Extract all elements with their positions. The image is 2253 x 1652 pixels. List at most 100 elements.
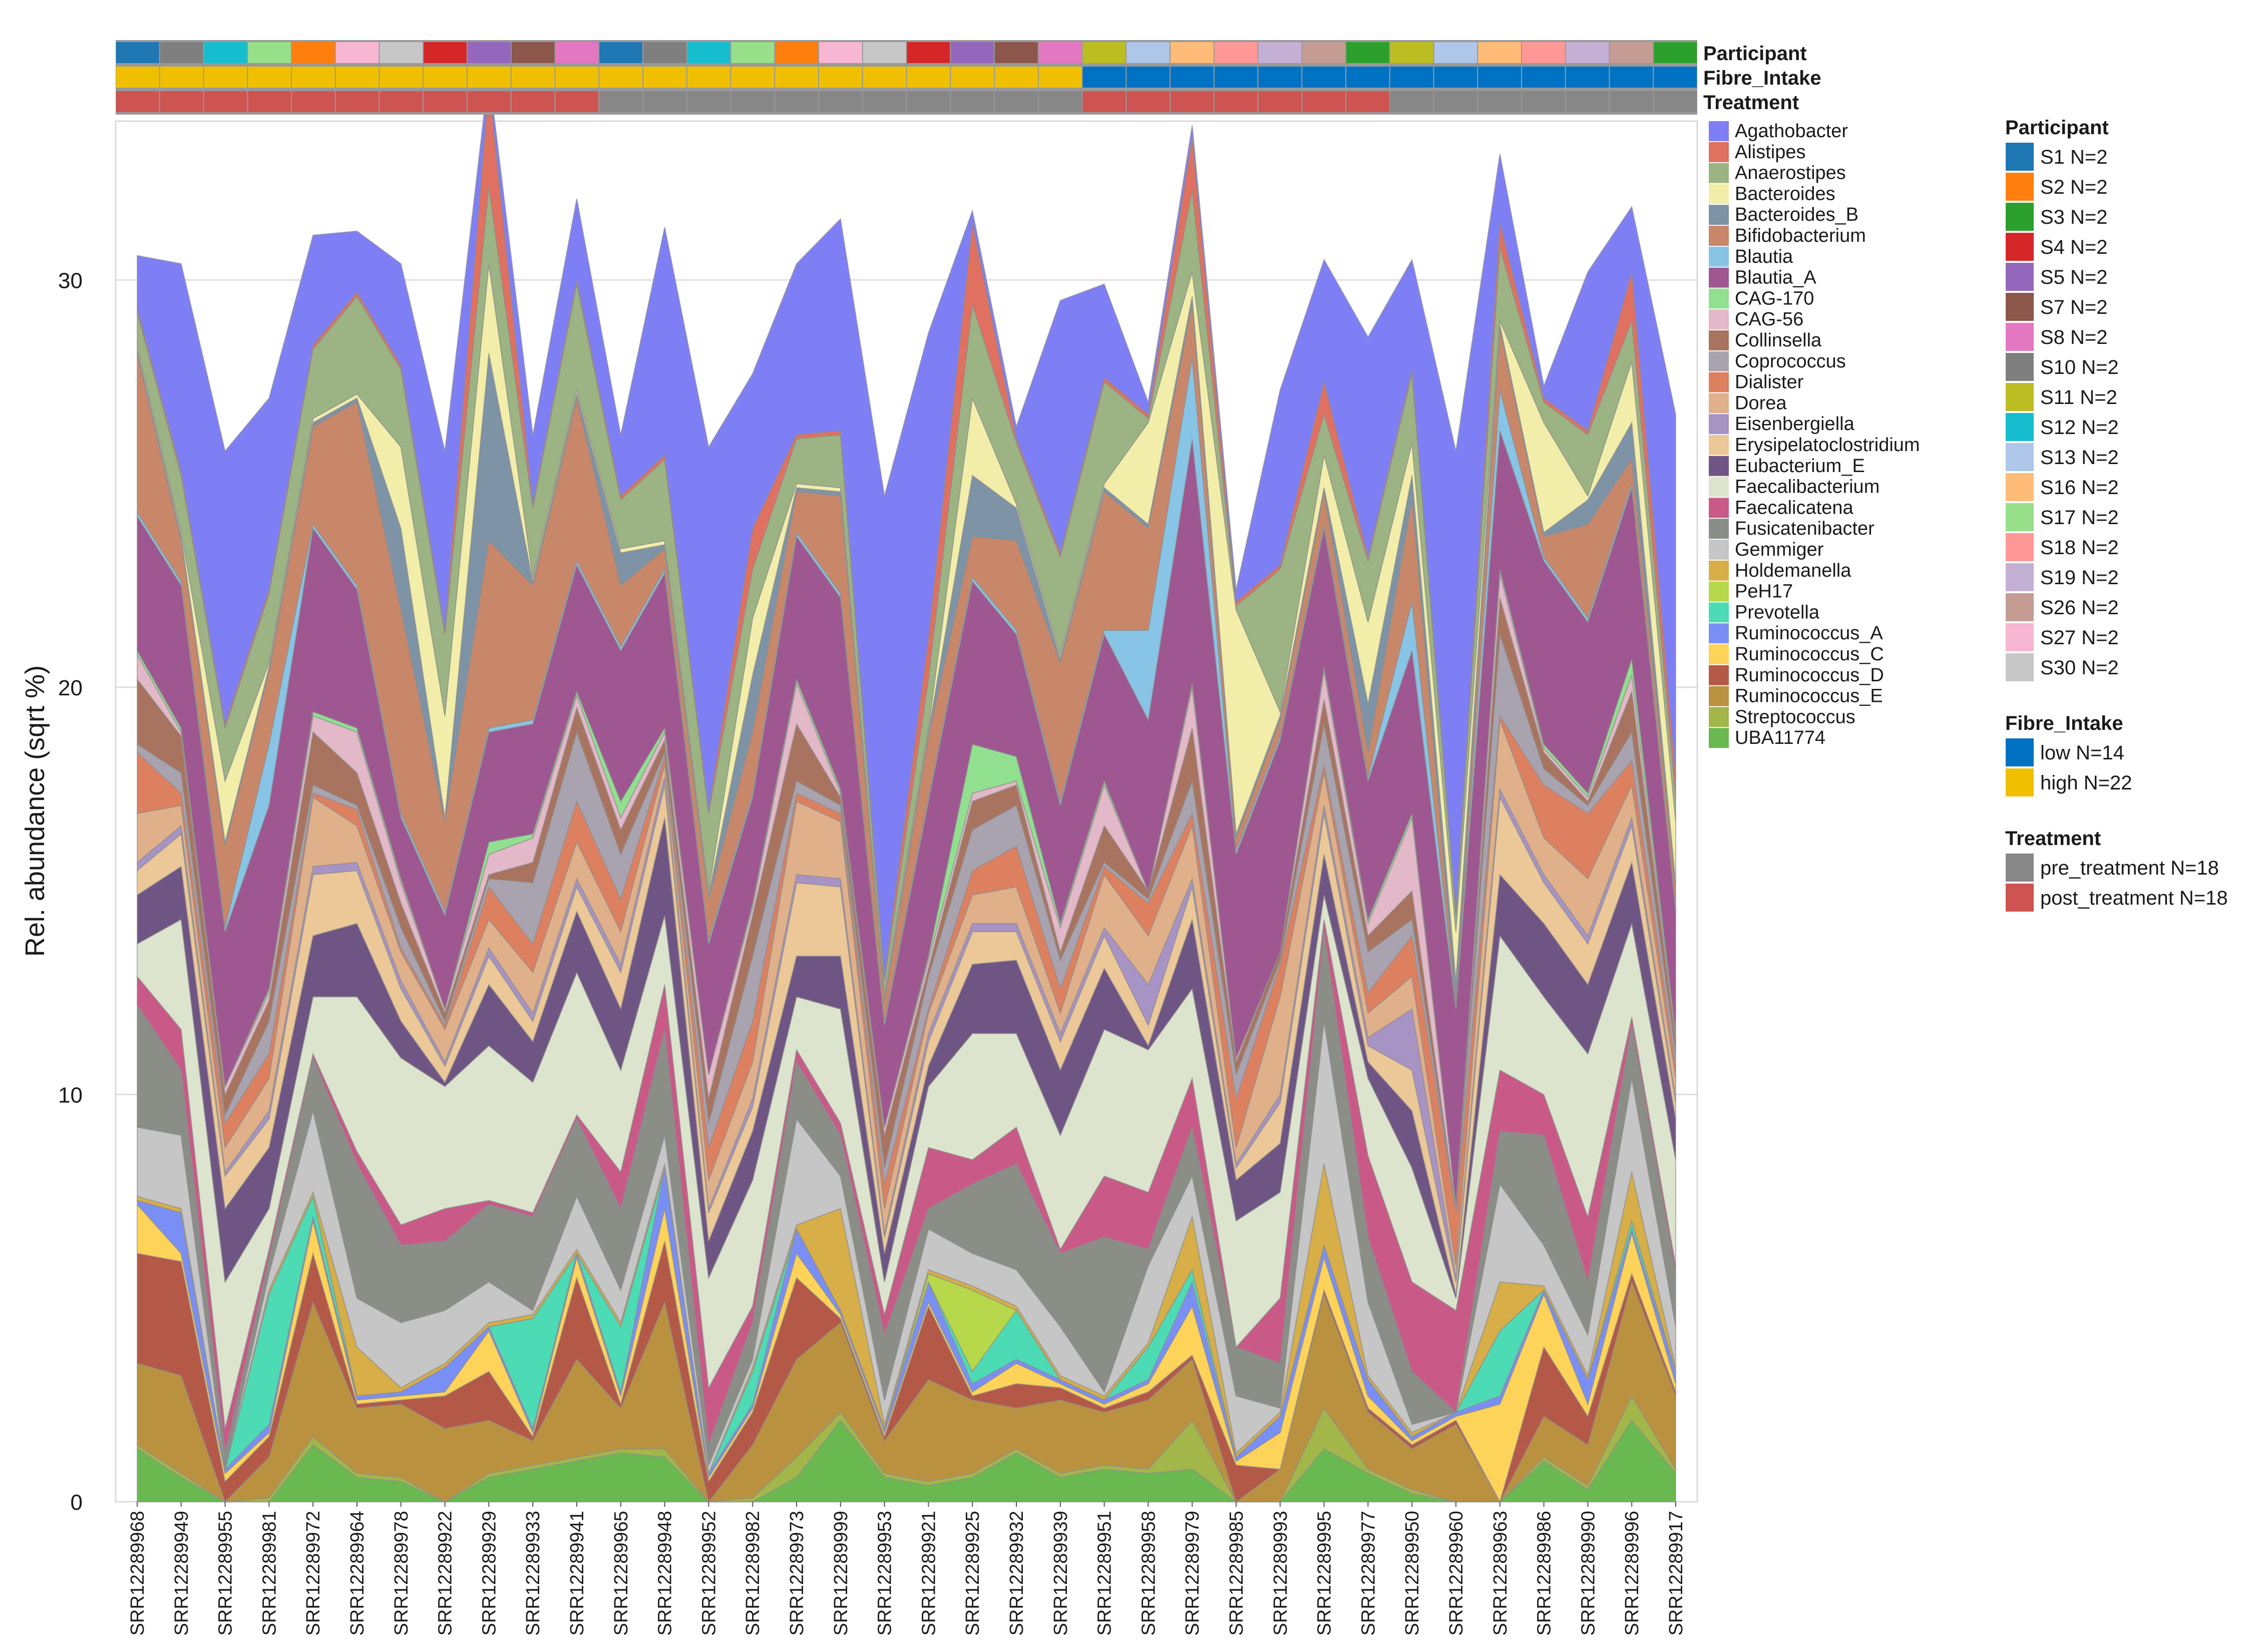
fibre-intake-cell (292, 67, 335, 88)
participant-cell (1082, 42, 1126, 63)
x-tick-label: SRR12289921 (918, 1511, 939, 1635)
treatment-cell (160, 91, 203, 112)
legend-label: Blautia_A (1735, 267, 1816, 288)
legend-label: Anaerostipes (1735, 163, 1846, 184)
legend-label: UBA11774 (1735, 727, 1825, 748)
fibre-intake-cell (1610, 67, 1653, 88)
treatment-cell (292, 91, 335, 112)
x-tick-label: SRR12289950 (1402, 1511, 1423, 1635)
participant-cell (1126, 42, 1170, 63)
participant-cell (687, 42, 730, 63)
legend-swatch (1709, 414, 1729, 435)
participant-cell (1654, 42, 1697, 63)
legend-label: S17 N=2 (2040, 507, 2119, 529)
treatment-cell (116, 91, 159, 112)
treatment-cell (1434, 91, 1477, 112)
legend-label: Eisenbergiella (1735, 414, 1855, 435)
treatment-cell (1126, 91, 1170, 112)
legend-label: Alistipes (1735, 142, 1806, 163)
legend-label: Bacteroides_B (1735, 204, 1858, 225)
treatment-cell (1038, 91, 1082, 112)
treatment-cell (1610, 91, 1653, 112)
legend-swatch (2005, 883, 2035, 913)
legend-swatch (1709, 498, 1729, 518)
participant-cell (1610, 42, 1653, 63)
treatment-cell (424, 91, 467, 112)
legend-label: S16 N=2 (2040, 477, 2119, 499)
x-tick-label: SRR12289949 (171, 1511, 192, 1635)
legend-label: S3 N=2 (2040, 206, 2108, 228)
legend-label: S30 N=2 (2040, 657, 2119, 679)
fibre-intake-cell (380, 67, 423, 88)
legend-swatch (1709, 393, 1729, 414)
participant-cell (951, 42, 994, 63)
legend-swatch (1709, 456, 1729, 476)
legend-swatch (2005, 853, 2035, 883)
participant-cell (248, 42, 291, 63)
legend-label: S7 N=2 (2040, 296, 2108, 318)
legend-label: Blautia (1735, 246, 1793, 267)
fibre-intake-cell (468, 67, 511, 88)
treatment-cell (511, 91, 555, 112)
x-tick-label: SRR12289958 (1138, 1511, 1159, 1635)
fibre-intake-track-frame (116, 65, 1697, 90)
fibre-intake-cell (424, 67, 467, 88)
fibre-intake-cell (335, 67, 379, 88)
legend-label: Ruminococcus_E (1735, 686, 1883, 707)
legend-swatch (1709, 309, 1729, 330)
legend-swatch (2005, 622, 2035, 652)
legend-swatch (2005, 767, 2035, 797)
fibre-intake-track-label: Fibre_Intake (1703, 67, 1821, 89)
legend-label: Eubacterium_E (1735, 456, 1865, 477)
participant-cell (292, 42, 335, 63)
participant-cell (1214, 42, 1258, 63)
legend-swatch (1709, 288, 1729, 309)
fibre-intake-legend-title: Fibre_Intake (2005, 712, 2123, 734)
treatment-cell (204, 91, 247, 112)
y-tick-label: 10 (58, 1083, 83, 1107)
participant-cell (424, 42, 467, 63)
treatment-cell (468, 91, 511, 112)
legend-swatch (2005, 442, 2035, 472)
x-tick-label: SRR12289922 (435, 1511, 456, 1635)
x-tick-label: SRR12289941 (567, 1511, 588, 1635)
fibre-intake-cell (1038, 67, 1082, 88)
legend-swatch (2005, 232, 2035, 262)
legend-label: S18 N=2 (2040, 537, 2119, 559)
legend-swatch (1709, 477, 1729, 497)
treatment-cell (1258, 91, 1302, 112)
participant-cell (643, 42, 686, 63)
legend-swatch (1709, 184, 1729, 204)
y-tick-label: 0 (71, 1490, 83, 1515)
legend-swatch (1709, 351, 1729, 371)
legend-label: low N=14 (2040, 742, 2124, 764)
legend-label: PeH17 (1735, 581, 1793, 602)
legend-label: S19 N=2 (2040, 567, 2119, 589)
treatment-cell (951, 91, 994, 112)
legend-swatch (1709, 707, 1729, 727)
y-axis: 0 10 20 30 (58, 268, 83, 1515)
participant-cell (907, 42, 950, 63)
participant-cell (1522, 42, 1565, 63)
participant-cell (775, 42, 818, 63)
legend-label: Collinsella (1735, 330, 1822, 351)
x-tick-label: SRR12289965 (611, 1511, 632, 1635)
treatment-cell (335, 91, 379, 112)
fibre-intake-cell (1566, 67, 1609, 88)
legend-swatch (2005, 202, 2035, 232)
treatment-cell (1390, 91, 1433, 112)
x-tick-label: SRR12289995 (1314, 1511, 1335, 1635)
fibre-intake-cell (1522, 67, 1565, 88)
y-tick-label: 30 (58, 268, 83, 293)
y-tick-label: 20 (58, 676, 83, 700)
fibre-intake-cell (1302, 67, 1345, 88)
x-tick-label: SRR12289933 (523, 1511, 544, 1635)
participant-cell (116, 42, 159, 63)
legend-label: S5 N=2 (2040, 266, 2108, 288)
x-tick-label: SRR12289990 (1578, 1511, 1599, 1635)
treatment-cell (1171, 91, 1214, 112)
participant-cell (555, 42, 599, 63)
legend-label: S26 N=2 (2040, 597, 2119, 619)
legend-label: pre_treatment N=18 (2040, 857, 2219, 879)
legend-label: Coprococcus (1735, 351, 1846, 372)
